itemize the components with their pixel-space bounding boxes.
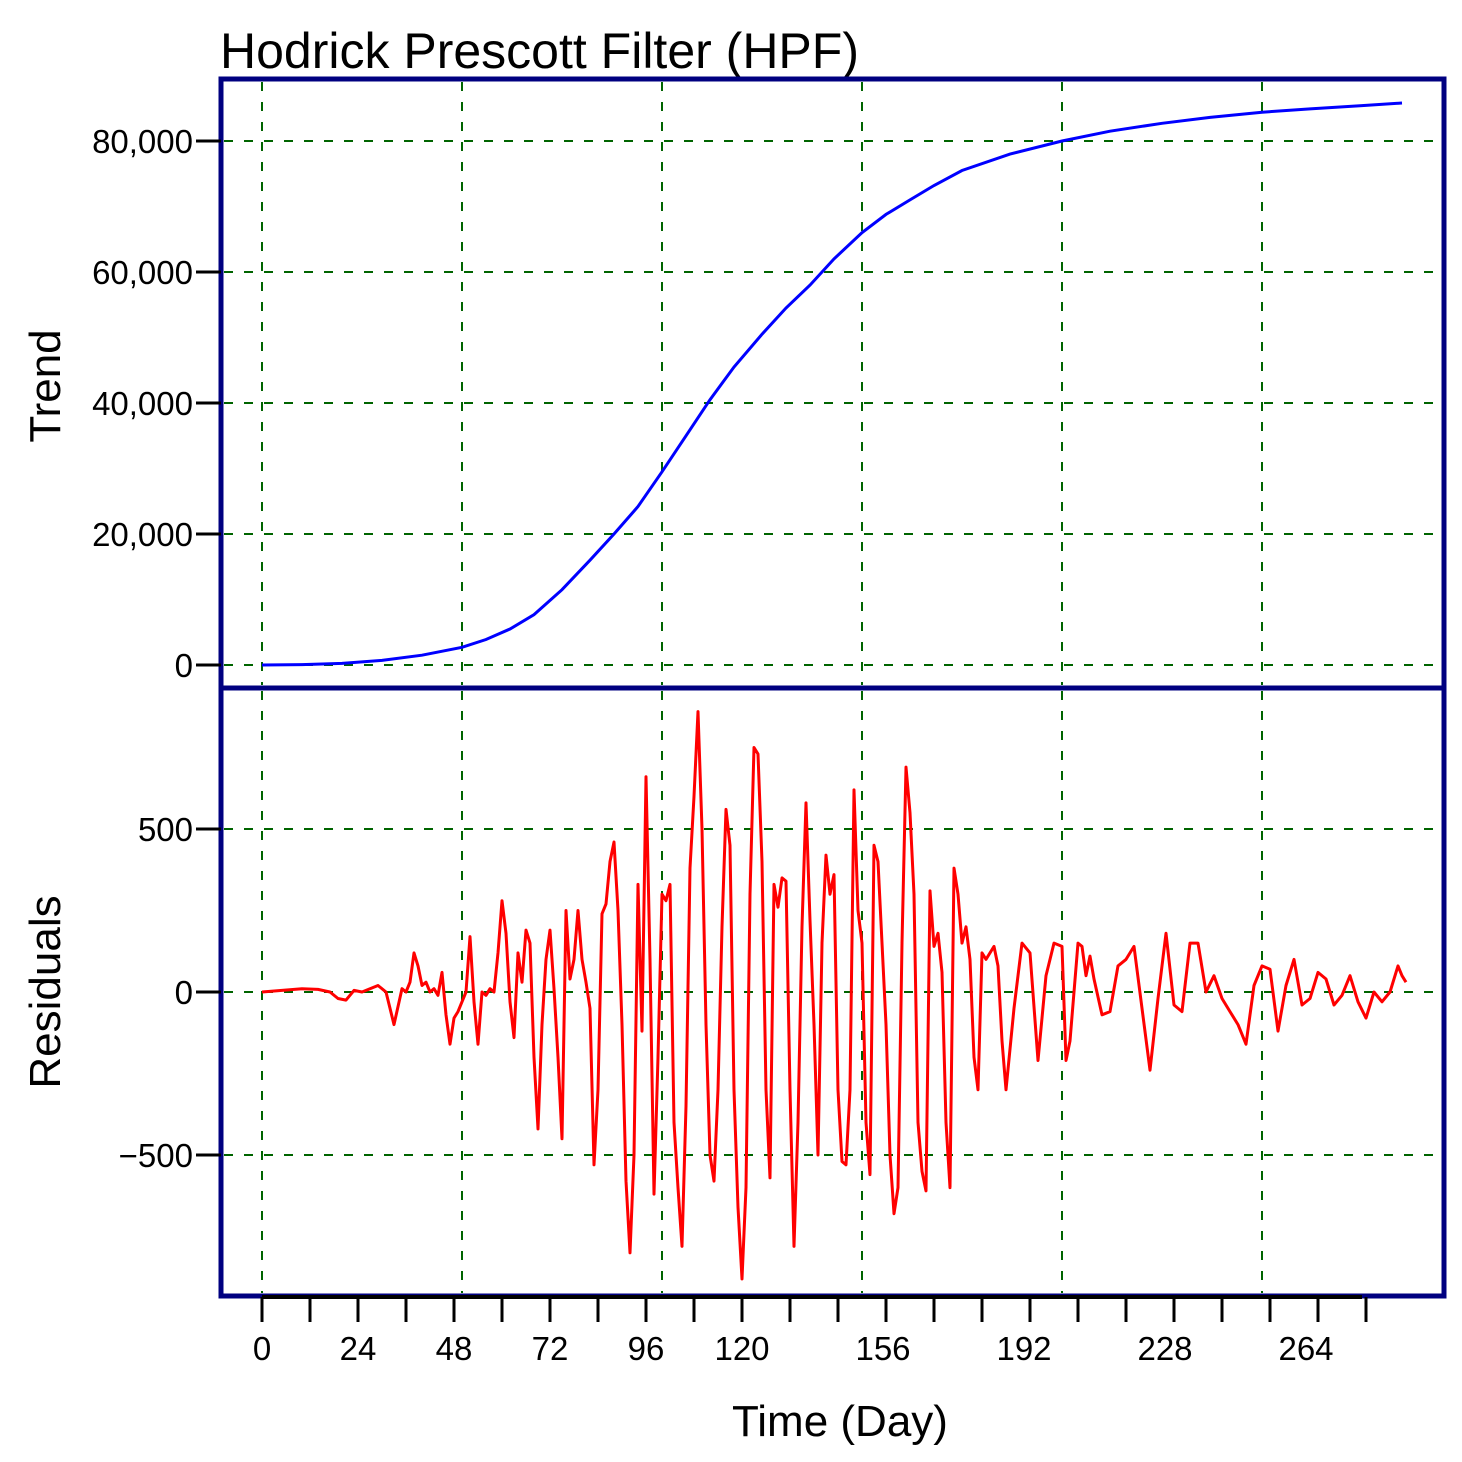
trend-panel-frame xyxy=(218,76,1447,691)
x-tick-label: 264 xyxy=(1278,1330,1333,1367)
x-tick-label: 24 xyxy=(340,1330,377,1367)
x-tick-label: 228 xyxy=(1137,1330,1192,1367)
x-tick-label: 72 xyxy=(532,1330,569,1367)
y-tick-label: −500 xyxy=(119,1137,193,1174)
x-tick-label: 120 xyxy=(714,1330,769,1367)
trend-line xyxy=(261,101,1403,667)
y-tick-label: 20,000 xyxy=(92,516,193,553)
y-tick-label: 60,000 xyxy=(92,254,193,291)
x-tick-label: 192 xyxy=(996,1330,1051,1367)
x-tick-label: 96 xyxy=(628,1330,665,1367)
y-tick-label: 40,000 xyxy=(92,385,193,422)
x-tick-label: 0 xyxy=(253,1330,271,1367)
y-tick-label: 500 xyxy=(138,811,193,848)
x-tick-label: 48 xyxy=(436,1330,473,1367)
x-tick-label: 156 xyxy=(855,1330,910,1367)
residuals-line xyxy=(261,710,1408,1281)
y-tick-label: 0 xyxy=(175,647,193,684)
y-tick-label: 0 xyxy=(175,974,193,1011)
y-tick-label: 80,000 xyxy=(92,123,193,160)
trend-panel: 0 20,000 40,000 60,000 80,000 Trend xyxy=(21,76,1447,691)
trend-y-axis-label: Trend xyxy=(21,329,70,442)
trend-grid xyxy=(224,82,1441,685)
x-axis-label: Time (Day) xyxy=(732,1397,948,1446)
chart-title: Hodrick Prescott Filter (HPF) xyxy=(220,23,859,79)
residuals-y-axis: −500 0 500 xyxy=(119,811,221,1174)
residuals-y-axis-label: Residuals xyxy=(21,895,70,1088)
x-axis: 0 24 48 72 96 120 156 192 228 264 xyxy=(253,1295,1368,1367)
trend-y-axis: 0 20,000 40,000 60,000 80,000 xyxy=(92,123,221,684)
residuals-panel: −500 0 500 Residuals xyxy=(21,685,1447,1299)
